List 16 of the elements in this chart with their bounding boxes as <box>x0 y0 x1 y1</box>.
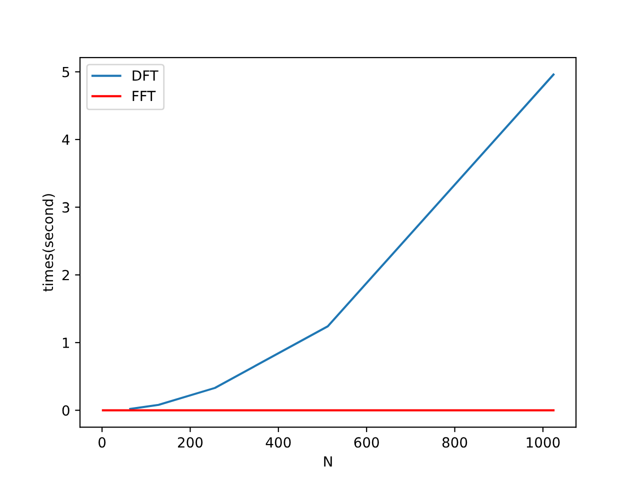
y-tick-label: 2 <box>62 270 69 280</box>
y-axis-title: times(second) <box>42 194 55 292</box>
y-tick-label: 0 <box>62 405 70 416</box>
x-tick-label: 600 <box>354 437 379 448</box>
y-tick-label: 3 <box>62 202 70 213</box>
x-tick-label: 200 <box>178 437 203 448</box>
x-axis-title: N <box>324 456 332 466</box>
y-tick-label: 5 <box>62 66 70 78</box>
y-tick-label: 4 <box>62 134 70 145</box>
y-tick-label: 1 <box>62 338 69 348</box>
legend-label: FFT <box>132 90 156 102</box>
x-tick-label: 1000 <box>526 437 560 448</box>
x-tick-label: 0 <box>98 437 106 448</box>
x-tick-label: 400 <box>266 437 291 448</box>
x-tick-label: 800 <box>442 437 468 448</box>
legend-label: DFT <box>132 70 158 81</box>
